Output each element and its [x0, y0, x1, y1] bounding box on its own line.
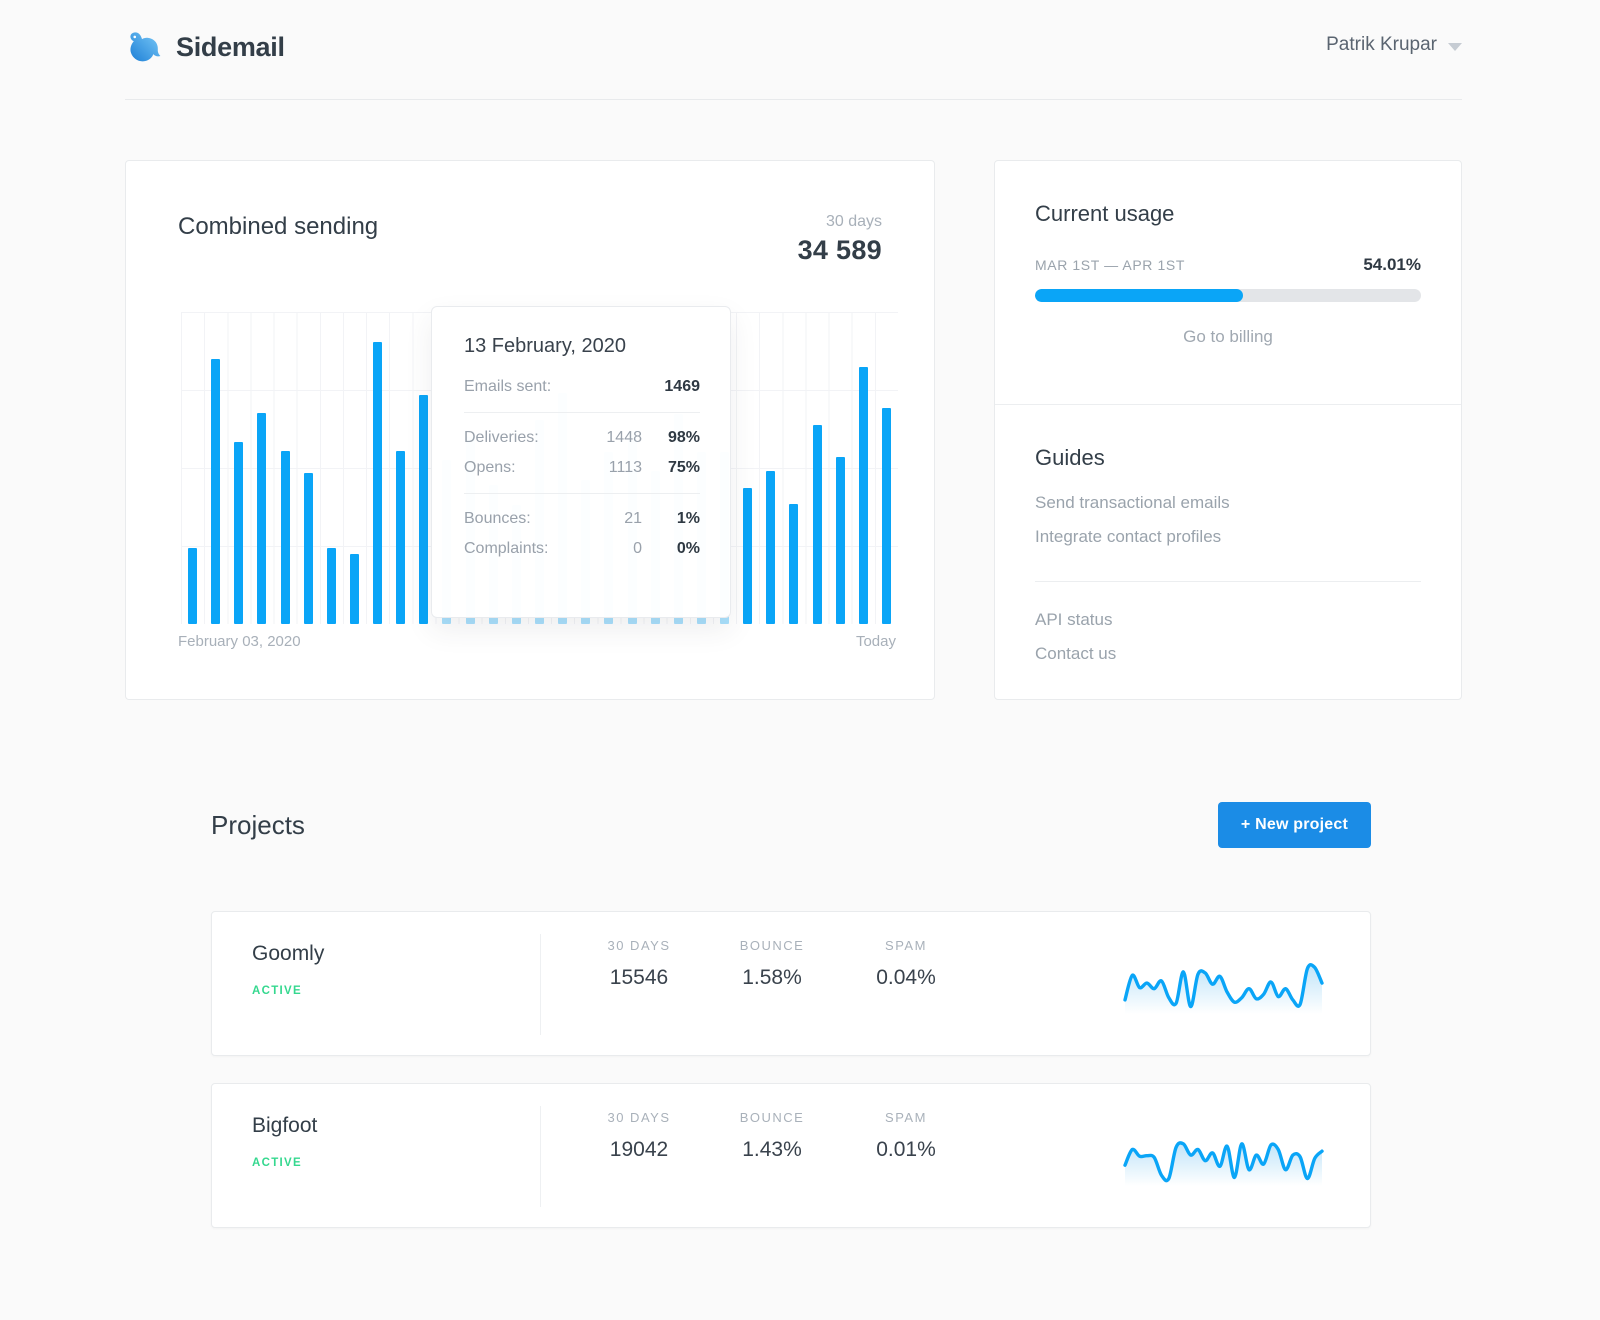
- guide-link-integrate-contact-profiles[interactable]: Integrate contact profiles: [1035, 527, 1222, 546]
- stat-30-days: 30 DAYS 19042: [607, 1110, 671, 1161]
- chart-bar[interactable]: [326, 548, 336, 624]
- tooltip-divider: [464, 493, 700, 494]
- usage-progress-bar: [1035, 289, 1421, 302]
- chart-bar[interactable]: [373, 342, 383, 624]
- go-to-billing-link[interactable]: Go to billing: [1183, 327, 1273, 346]
- usage-title: Current usage: [1035, 201, 1175, 226]
- sidemail-seal-logo-icon: [125, 28, 163, 66]
- side-panel: Current usage MAR 1ST — APR 1ST 54.01% G…: [994, 160, 1462, 700]
- user-menu[interactable]: Patrik Krupar: [1326, 34, 1462, 56]
- contact-us-link[interactable]: Contact us: [1035, 644, 1117, 663]
- usage-row: MAR 1ST — APR 1ST 54.01%: [1035, 255, 1421, 275]
- stat-spam: SPAM 0.04%: [876, 938, 936, 989]
- sending-total-value: 34 589: [797, 235, 882, 265]
- chart-bar[interactable]: [396, 451, 406, 624]
- guides-divider: [1035, 581, 1421, 582]
- guides-title: Guides: [1035, 445, 1105, 470]
- combined-sending-card: Combined sending 30 days 34 589 13 Febru…: [125, 160, 935, 700]
- project-name: Goomly: [252, 942, 325, 965]
- chart-tooltip: 13 February, 2020 Emails sent: 1469 Deli…: [431, 306, 731, 618]
- chart-bar[interactable]: [188, 548, 198, 624]
- sending-meta: 30 days 34 589: [798, 213, 882, 266]
- project-sparkline: [1123, 1141, 1324, 1186]
- project-card-goomly[interactable]: Goomly ACTIVE 30 DAYS 15546 BOUNCE 1.58%…: [211, 911, 1371, 1056]
- guide-link-send-transactional-emails[interactable]: Send transactional emails: [1035, 493, 1230, 512]
- sending-card-title: Combined sending: [178, 213, 379, 240]
- app-header: Sidemail Patrik Krupar: [125, 0, 1462, 99]
- stat-bounce: BOUNCE 1.43%: [739, 1110, 805, 1161]
- tooltip-row-complaints: Complaints: 0 0%: [464, 540, 700, 557]
- tooltip-row-emails-sent: Emails sent: 1469: [464, 378, 700, 395]
- sending-period-label: 30 days: [825, 213, 882, 230]
- chart-bar[interactable]: [349, 554, 359, 624]
- usage-progress-fill: [1035, 289, 1244, 302]
- stat-bounce: BOUNCE 1.58%: [739, 938, 805, 989]
- chart-bar[interactable]: [234, 442, 244, 624]
- project-sparkline: [1123, 963, 1324, 1014]
- header-divider: [125, 99, 1462, 100]
- chart-bar[interactable]: [280, 451, 290, 624]
- project-status-badge: ACTIVE: [252, 1157, 302, 1169]
- project-status-badge: ACTIVE: [252, 985, 302, 997]
- vertical-divider: [540, 934, 541, 1035]
- chart-x-axis-labels: February 03, 2020 Today: [178, 633, 896, 650]
- current-usage-section: Current usage MAR 1ST — APR 1ST 54.01% G…: [995, 161, 1461, 404]
- stat-spam: SPAM 0.01%: [876, 1110, 936, 1161]
- new-project-button[interactable]: + New project: [1217, 802, 1371, 848]
- chart-start-date-label: February 03, 2020: [178, 633, 301, 650]
- chart-bar[interactable]: [211, 359, 221, 624]
- chart-bar[interactable]: [419, 395, 429, 624]
- usage-percent: 54.01%: [1363, 255, 1421, 274]
- projects-header: Projects + New project: [211, 802, 1371, 848]
- chart-bar[interactable]: [881, 408, 891, 624]
- guides-section: Guides Send transactional emails Integra…: [995, 404, 1461, 699]
- chart-bar[interactable]: [257, 413, 267, 624]
- api-status-link[interactable]: API status: [1035, 610, 1113, 629]
- tooltip-row-opens: Opens: 1113 75%: [464, 459, 700, 476]
- chart-end-date-label: Today: [855, 633, 896, 650]
- tooltip-date: 13 February, 2020: [464, 335, 626, 357]
- tooltip-row-deliveries: Deliveries: 1448 98%: [464, 429, 700, 446]
- chart-bar[interactable]: [835, 457, 845, 624]
- stat-30-days: 30 DAYS 15546: [607, 938, 671, 989]
- chevron-down-icon: [1448, 42, 1462, 51]
- brand: Sidemail: [125, 28, 285, 66]
- user-name: Patrik Krupar: [1326, 34, 1437, 55]
- tooltip-row-bounces: Bounces: 21 1%: [464, 510, 700, 527]
- chart-bar[interactable]: [743, 488, 753, 624]
- chart-bar[interactable]: [766, 471, 776, 624]
- projects-title: Projects: [211, 810, 305, 840]
- project-card-bigfoot[interactable]: Bigfoot ACTIVE 30 DAYS 19042 BOUNCE 1.43…: [211, 1083, 1371, 1228]
- chart-bar[interactable]: [858, 367, 868, 624]
- project-name: Bigfoot: [252, 1114, 318, 1137]
- vertical-divider: [540, 1106, 541, 1207]
- chart-bar[interactable]: [812, 425, 822, 624]
- usage-period: MAR 1ST — APR 1ST: [1035, 257, 1185, 273]
- chart-bar[interactable]: [303, 473, 313, 624]
- brand-name: Sidemail: [176, 31, 285, 62]
- tooltip-divider: [464, 412, 700, 413]
- chart-bar[interactable]: [789, 504, 799, 624]
